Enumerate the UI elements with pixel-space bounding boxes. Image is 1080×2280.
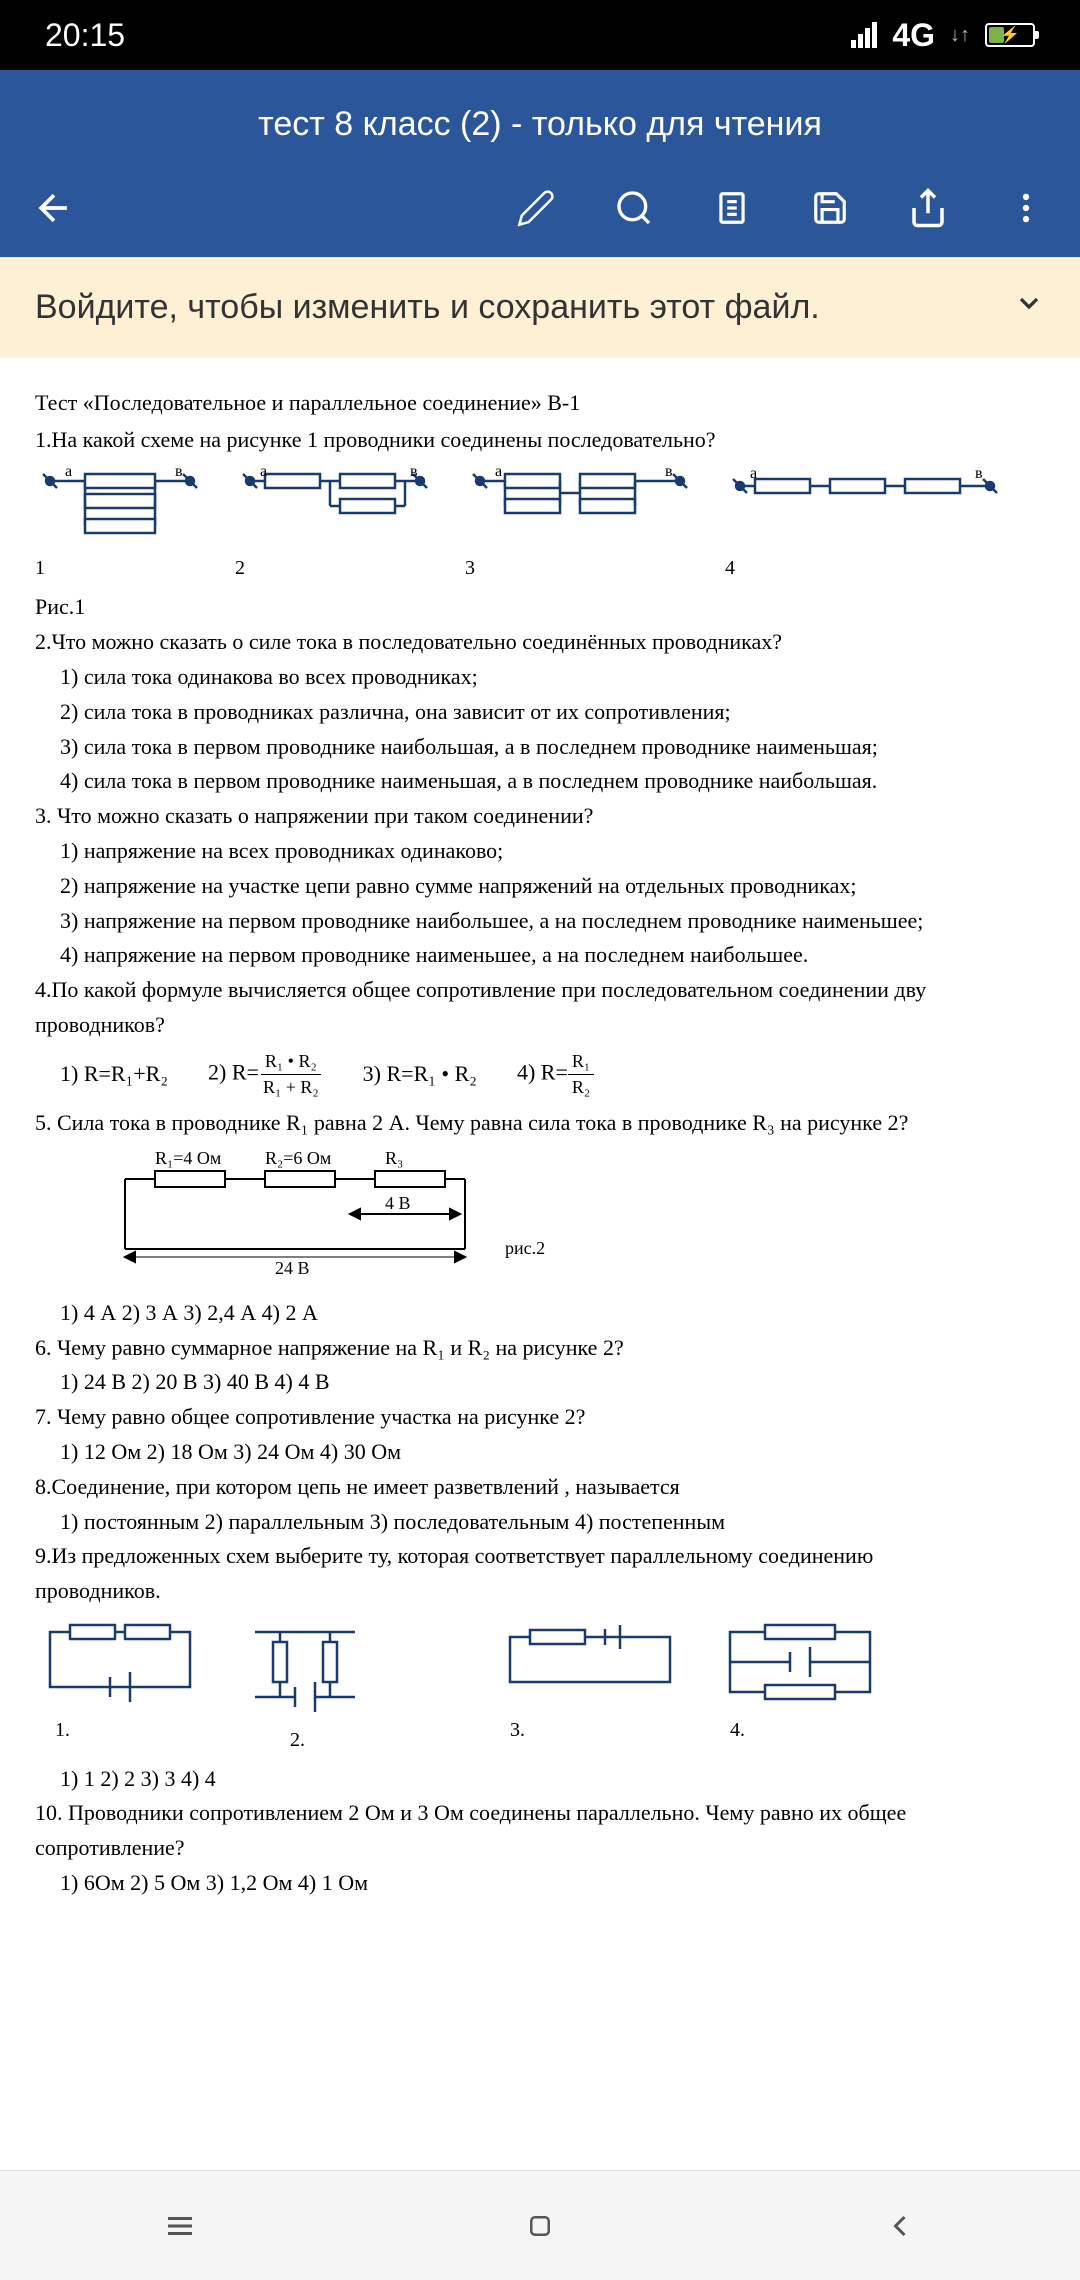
toolbar <box>0 169 1080 257</box>
svg-text:R₂=6 Ом: R₂=6 Ом <box>265 1149 331 1168</box>
circuit-4-label: 4 <box>725 554 1005 582</box>
q1-text: 1.На какой схеме на рисунке 1 проводники… <box>35 425 1045 456</box>
circuit-4: а в 4 <box>725 466 1005 583</box>
q4-opt4: 4) R=R₁R₂ <box>517 1049 594 1100</box>
nav-back-icon[interactable] <box>870 2196 930 2256</box>
q5-answers: 1) 4 А 2) 3 А 3) 2,4 А 4) 2 А <box>35 1298 1045 1329</box>
nav-home-icon[interactable] <box>510 2196 570 2256</box>
circuit-2-label: 2 <box>235 554 435 582</box>
q8-text: 8.Соединение, при котором цепь не имеет … <box>35 1472 1045 1503</box>
q9-tail: проводников. <box>35 1576 1045 1607</box>
q5-circuit: R₁=4 Ом R₂=6 Ом R₃ 4 В 2 <box>35 1149 1045 1288</box>
circuit-3-label: 3 <box>465 554 695 582</box>
signal-icon <box>851 22 877 48</box>
network-label: 4G <box>892 17 935 54</box>
back-button[interactable] <box>30 184 78 232</box>
q9-circuit-2: 2. <box>235 1617 375 1754</box>
svg-text:4 В: 4 В <box>385 1193 411 1213</box>
circuit-1-label: 1 <box>35 554 205 582</box>
svg-text:а: а <box>260 466 267 480</box>
q2-opt1: 1) сила тока одинакова во всех проводник… <box>35 662 1045 693</box>
document-title: тест 8 класс (2) - только для чтения <box>0 90 1080 169</box>
q2-opt2: 2) сила тока в проводниках различна, она… <box>35 697 1045 728</box>
share-icon[interactable] <box>904 184 952 232</box>
q4-tail: проводников? <box>35 1010 1045 1041</box>
reading-icon[interactable] <box>708 184 756 232</box>
q3-opt4: 4) напряжение на первом проводнике наиме… <box>35 940 1045 971</box>
q4-formulas: 1) R=R₁+R₂ 2) R=R₁ • R₂R₁ + R₂ 3) R=R₁ •… <box>35 1049 1045 1100</box>
q1-circuits: а в 1 а в 2 <box>35 466 1045 583</box>
svg-text:а: а <box>750 466 757 482</box>
status-bar: 20:15 4G ↓↑ ⚡ <box>0 0 1080 70</box>
status-time: 20:15 <box>45 17 125 54</box>
svg-text:а: а <box>65 466 72 480</box>
q9-text: 9.Из предложенных схем выберите ту, кото… <box>35 1541 1045 1572</box>
q4-opt3: 3) R=R₁ • R₂ <box>363 1059 477 1090</box>
battery-icon: ⚡ <box>985 23 1035 47</box>
q9-c2-label: 2. <box>235 1726 375 1754</box>
q9-c3-label: 3. <box>495 1716 685 1744</box>
svg-text:в: в <box>175 466 183 480</box>
q2-opt4: 4) сила тока в первом проводнике наимень… <box>35 766 1045 797</box>
circuit-3: а в 3 <box>465 466 695 583</box>
circuit-2: а в 2 <box>235 466 435 583</box>
q9-c4-label: 4. <box>715 1716 885 1744</box>
fig1-label: Рис.1 <box>35 592 1045 623</box>
q2-text: 2.Что можно сказать о силе тока в послед… <box>35 627 1045 658</box>
q9-circuit-1: 1. <box>35 1617 205 1744</box>
q3-opt1: 1) напряжение на всех проводниках одинак… <box>35 836 1045 867</box>
svg-text:рис.2: рис.2 <box>505 1238 545 1258</box>
svg-text:а: а <box>495 466 502 480</box>
q9-circuits: 1. 2. <box>35 1617 1045 1754</box>
q4-opt2: 2) R=R₁ • R₂R₁ + R₂ <box>208 1049 323 1100</box>
q3-opt3: 3) напряжение на первом проводнике наибо… <box>35 906 1045 937</box>
q10-answers: 1) 6Ом 2) 5 Ом 3) 1,2 Ом 4) 1 Ом <box>35 1868 1045 1899</box>
search-icon[interactable] <box>610 184 658 232</box>
circuit-1: а в 1 <box>35 466 205 583</box>
q7-text: 7. Чему равно общее сопротивление участк… <box>35 1402 1045 1433</box>
svg-text:в: в <box>410 466 418 480</box>
q6-text: 6. Чему равно суммарное напряжение на R₁… <box>35 1333 1045 1364</box>
q10-text: 10. Проводники сопротивлением 2 Ом и 3 О… <box>35 1798 1045 1829</box>
app-header: тест 8 класс (2) - только для чтения <box>0 70 1080 257</box>
signin-banner[interactable]: Войдите, чтобы изменить и сохранить этот… <box>0 257 1080 358</box>
system-nav-bar <box>0 2170 1080 2280</box>
network-sub-icon: ↓↑ <box>950 24 970 47</box>
svg-text:в: в <box>665 466 673 480</box>
q9-circuit-3: 3. <box>495 1617 685 1744</box>
q8-answers: 1) постоянным 2) параллельным 3) последо… <box>35 1507 1045 1538</box>
q10-tail: сопротивление? <box>35 1833 1045 1864</box>
q9-circuit-4: 4. <box>715 1617 885 1744</box>
edit-icon[interactable] <box>512 184 560 232</box>
more-icon[interactable] <box>1002 184 1050 232</box>
q3-opt2: 2) напряжение на участке цепи равно сумм… <box>35 871 1045 902</box>
svg-text:R₃: R₃ <box>385 1149 403 1168</box>
chevron-down-icon[interactable] <box>1013 287 1045 328</box>
q4-text: 4.По какой формуле вычисляется общее соп… <box>35 975 1045 1006</box>
nav-recent-icon[interactable] <box>150 2196 210 2256</box>
q3-text: 3. Что можно сказать о напряжении при та… <box>35 801 1045 832</box>
document-content[interactable]: Тест «Последовательное и параллельное со… <box>0 358 1080 2170</box>
q5-text: 5. Сила тока в проводнике R₁ равна 2 А. … <box>35 1108 1045 1139</box>
banner-text: Войдите, чтобы изменить и сохранить этот… <box>35 288 820 327</box>
test-title: Тест «Последовательное и параллельное со… <box>35 388 1045 419</box>
q2-opt3: 3) сила тока в первом проводнике наиболь… <box>35 732 1045 763</box>
svg-text:в: в <box>975 466 983 482</box>
q4-opt1: 1) R=R₁+R₂ <box>60 1059 168 1090</box>
q6-answers: 1) 24 В 2) 20 В 3) 40 В 4) 4 В <box>35 1367 1045 1398</box>
svg-text:24 В: 24 В <box>275 1258 310 1278</box>
q9-answers: 1) 1 2) 2 3) 3 4) 4 <box>35 1764 1045 1795</box>
save-icon[interactable] <box>806 184 854 232</box>
svg-text:R₁=4 Ом: R₁=4 Ом <box>155 1149 221 1168</box>
q9-c1-label: 1. <box>35 1716 205 1744</box>
q7-answers: 1) 12 Ом 2) 18 Ом 3) 24 Ом 4) 30 Ом <box>35 1437 1045 1468</box>
status-indicators: 4G ↓↑ ⚡ <box>851 17 1035 54</box>
